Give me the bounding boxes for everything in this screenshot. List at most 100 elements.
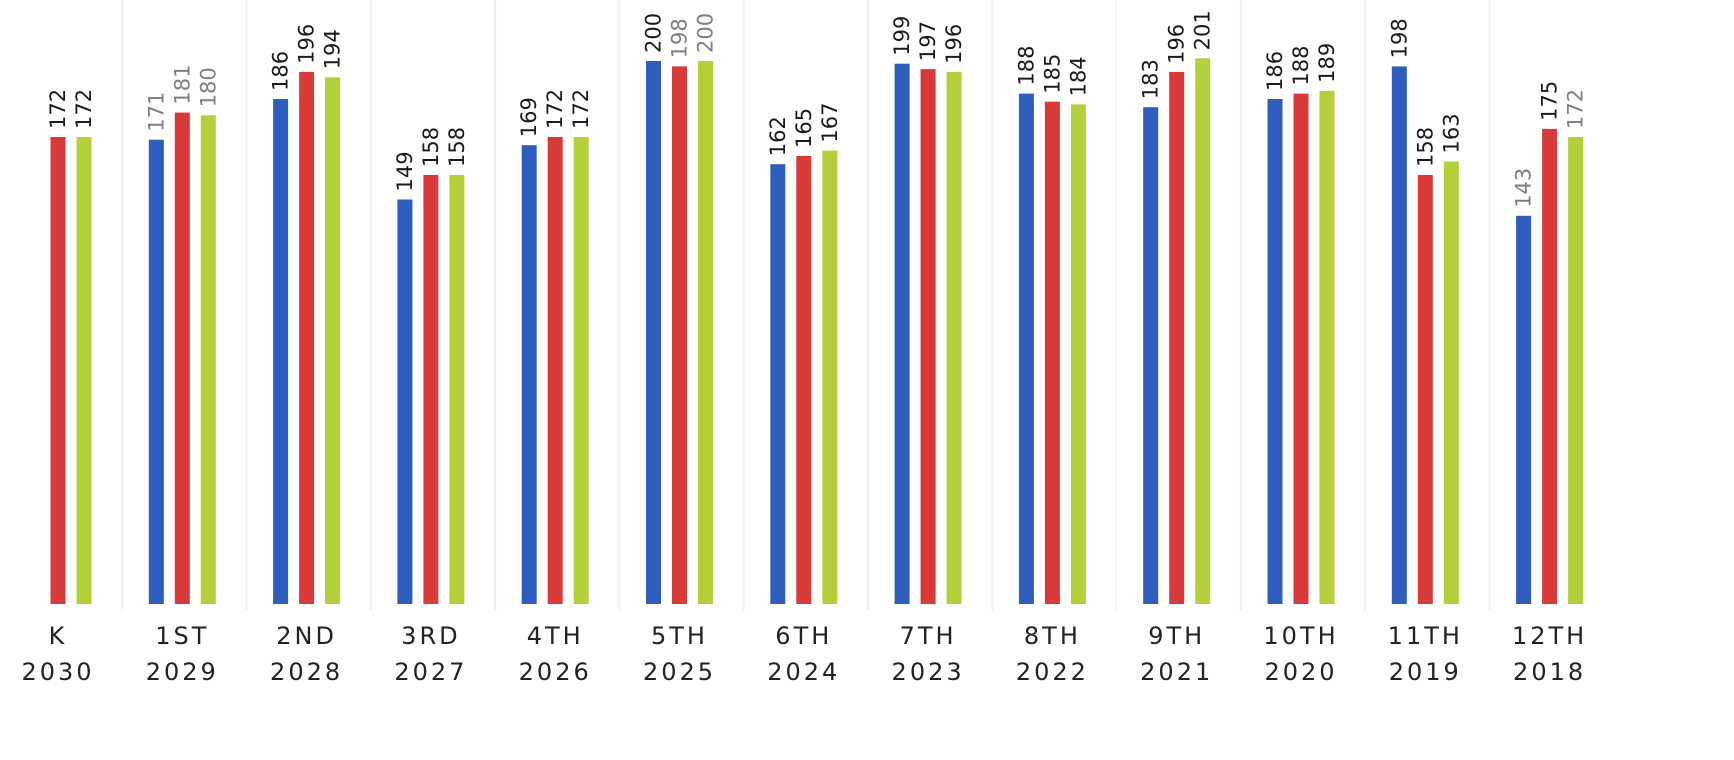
value-label: 200: [642, 13, 666, 53]
bar-11th-series-2: [1417, 175, 1433, 604]
bar-3rd-series-2: [423, 175, 439, 604]
value-label: 200: [694, 13, 718, 53]
bar-6th-series-2: [796, 156, 812, 604]
category-year-label: 2018: [1513, 658, 1586, 686]
value-label: 172: [46, 89, 70, 129]
category-grade-label: 10TH: [1263, 622, 1338, 650]
bar-3rd-series-1: [397, 199, 413, 604]
value-label: 184: [1066, 56, 1090, 96]
category-year-label: 2026: [519, 658, 592, 686]
category-year-label: 2019: [1389, 658, 1462, 686]
bar-10th-series-3: [1319, 90, 1335, 604]
bar-10th-series-2: [1293, 93, 1309, 604]
bar-12th-series-2: [1542, 128, 1558, 604]
bar-11th-series-1: [1391, 66, 1407, 604]
bar-5th-series-3: [698, 61, 713, 604]
value-label: 172: [543, 89, 567, 129]
bar-12th-series-1: [1516, 215, 1532, 605]
category-labels-layer: K 2030 1ST 2029 2ND 2028 3RD 2027 4TH 2026 5TH 2025…: [21, 622, 1587, 686]
value-label: 183: [1139, 59, 1163, 99]
value-label: 198: [668, 18, 692, 58]
value-label: 194: [321, 29, 345, 69]
value-label: 158: [445, 127, 469, 167]
value-label: 175: [1538, 81, 1562, 121]
value-label: 201: [1191, 10, 1215, 50]
bar-2nd-series-2: [299, 71, 315, 604]
bar-8th-series-3: [1070, 104, 1086, 605]
bar-4th-series-1: [521, 145, 537, 604]
bar-9th-series-2: [1169, 71, 1185, 604]
value-label: 172: [72, 89, 96, 129]
category-grade-label: 12TH: [1512, 622, 1587, 650]
category-grade-label: K: [49, 622, 68, 650]
value-label: 199: [890, 16, 914, 56]
value-label: 162: [766, 116, 790, 156]
value-label: 167: [818, 103, 842, 143]
value-label: 163: [1439, 113, 1463, 153]
category-year-label: 2030: [21, 658, 94, 686]
value-label: 185: [1040, 54, 1064, 94]
category-year-label: 2025: [643, 658, 716, 686]
value-label: 180: [196, 67, 220, 107]
value-label: 171: [144, 92, 168, 132]
category-grade-label: 4TH: [527, 622, 584, 650]
value-label: 158: [419, 127, 443, 167]
category-year-label: 2021: [1140, 658, 1213, 686]
bar-11th-series-3: [1443, 161, 1459, 604]
category-year-label: 2022: [1016, 658, 1089, 686]
category-year-label: 2028: [270, 658, 343, 686]
bar-7th-series-3: [946, 71, 962, 604]
value-label: 143: [1512, 168, 1536, 208]
bar-12th-series-3: [1568, 137, 1584, 604]
category-year-label: 2020: [1264, 658, 1337, 686]
bar-8th-series-2: [1044, 101, 1060, 604]
value-label: 181: [170, 65, 194, 105]
group-dividers: [121, 0, 1491, 610]
bar-2nd-series-1: [273, 99, 289, 604]
bar-4th-series-3: [573, 137, 589, 604]
value-label: 149: [393, 151, 417, 191]
value-label: 188: [1014, 46, 1038, 86]
category-grade-label: 3RD: [401, 622, 460, 650]
value-label: 197: [916, 21, 940, 61]
bars-layer: [50, 58, 1584, 605]
bar-1st-series-1: [148, 139, 164, 604]
category-grade-label: 6TH: [775, 622, 832, 650]
value-label: 186: [1263, 51, 1287, 91]
bar-9th-series-1: [1143, 107, 1159, 604]
value-label: 172: [569, 89, 593, 129]
bar-1st-series-3: [200, 115, 216, 605]
value-label: 172: [1564, 89, 1588, 129]
value-label: 196: [295, 24, 319, 64]
category-year-label: 2023: [892, 658, 965, 686]
bar-5th-series-2: [672, 66, 687, 604]
bar-1st-series-2: [174, 112, 190, 604]
category-grade-label: 7TH: [900, 622, 957, 650]
category-grade-label: 1ST: [155, 622, 209, 650]
category-grade-label: 5TH: [651, 622, 708, 650]
value-label: 196: [942, 24, 966, 64]
category-grade-label: 8TH: [1024, 622, 1081, 650]
value-label: 196: [1165, 24, 1189, 64]
bar-4th-series-2: [547, 137, 563, 604]
category-grade-label: 11TH: [1388, 622, 1463, 650]
value-label: 189: [1315, 43, 1339, 83]
category-year-label: 2024: [767, 658, 840, 686]
category-grade-label: 2ND: [276, 622, 337, 650]
bar-k-series-2: [50, 137, 66, 604]
bar-3rd-series-3: [449, 175, 465, 604]
value-label: 158: [1413, 127, 1437, 167]
bar-10th-series-1: [1267, 99, 1283, 604]
bar-6th-series-1: [770, 164, 786, 604]
bar-5th-series-1: [646, 61, 661, 604]
bar-9th-series-3: [1195, 58, 1211, 605]
value-label: 198: [1387, 18, 1411, 58]
value-label: 188: [1289, 46, 1313, 86]
bar-7th-series-1: [894, 63, 910, 604]
value-label: 165: [792, 108, 816, 148]
bar-8th-series-1: [1018, 93, 1034, 604]
category-grade-label: 9TH: [1148, 622, 1205, 650]
bar-2nd-series-3: [325, 77, 341, 605]
value-label: 186: [269, 51, 293, 91]
